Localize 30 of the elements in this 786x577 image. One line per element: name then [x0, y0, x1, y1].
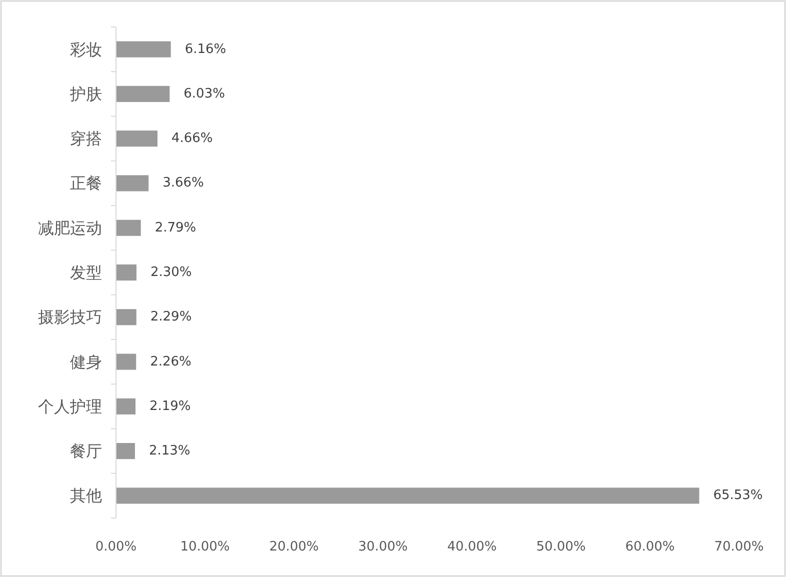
data-label: 2.19%: [149, 398, 191, 414]
data-label: 6.03%: [184, 86, 225, 102]
y-tick-label: 摄影技巧: [38, 308, 102, 327]
data-label: 2.30%: [150, 265, 192, 280]
x-tick-label: 0.00%: [95, 540, 137, 554]
data-label: 6.16%: [184, 42, 226, 57]
y-tick-label: 其他: [70, 486, 102, 506]
data-label: 65.53%: [713, 488, 763, 504]
y-tick-label: 正餐: [70, 174, 102, 193]
y-tick-label: 健身: [70, 352, 102, 372]
x-tick-label: 30.00%: [358, 540, 408, 554]
x-tick-label: 60.00%: [625, 540, 675, 554]
y-tick-label: 个人护理: [38, 396, 102, 416]
y-tick-label: 彩妆: [70, 40, 102, 59]
data-label: 2.29%: [150, 310, 192, 325]
y-tick-label: 穿搭: [70, 129, 102, 148]
x-tick-label: 10.00%: [180, 540, 230, 554]
y-tick-label: 减肥运动: [38, 218, 102, 238]
x-tick-label: 50.00%: [536, 540, 586, 554]
y-tick-label: 护肤: [69, 84, 102, 104]
data-label: 2.26%: [150, 354, 192, 370]
data-label: 3.66%: [162, 176, 204, 191]
data-label: 2.13%: [148, 444, 190, 459]
x-tick-label: 70.00%: [714, 540, 764, 554]
x-tick-label: 20.00%: [269, 540, 319, 554]
data-label: 2.79%: [154, 220, 196, 236]
y-tick-label: 发型: [70, 263, 102, 282]
x-tick-label: 40.00%: [447, 540, 497, 554]
y-tick-label: 餐厅: [70, 442, 102, 461]
data-label: 4.66%: [171, 131, 213, 146]
